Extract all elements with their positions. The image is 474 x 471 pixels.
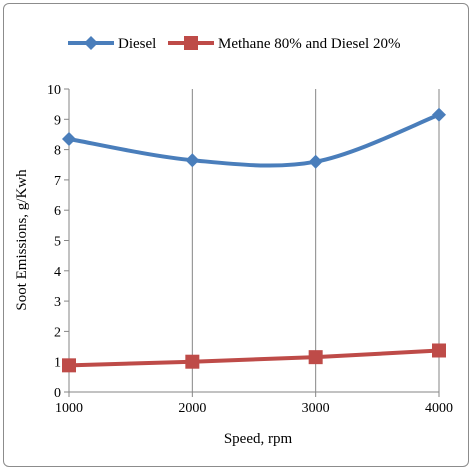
series-2-line — [68, 348, 440, 368]
y-tick-label-2: 2 — [54, 325, 61, 340]
y-tick-label-0: 0 — [54, 386, 61, 401]
series-1-line — [68, 112, 440, 168]
x-tick-label-3000: 3000 — [302, 401, 330, 416]
y-tick-labels: 0 1 2 3 4 5 6 7 8 9 10 — [47, 83, 61, 401]
chart-frame — [3, 3, 469, 467]
y-tick-label-6: 6 — [54, 204, 61, 219]
x-tick-label-2000: 2000 — [178, 401, 206, 416]
legend-item-2-label: Methane 80% and Diesel 20% — [218, 36, 400, 52]
y-tick-label-7: 7 — [54, 174, 61, 189]
y-axis-title: Soot Emissions, g/Kwh — [14, 169, 30, 311]
y-tick-label-1: 1 — [54, 356, 61, 371]
series-1-point-3000 — [308, 154, 323, 169]
series-2-point-1000 — [62, 358, 76, 373]
y-tick-label-9: 9 — [54, 113, 61, 128]
x-tick-label-4000: 4000 — [425, 401, 453, 416]
legend-item-2-marker — [184, 36, 198, 50]
legend: Diesel Methane 80% and Diesel 20% — [68, 36, 400, 52]
plot-grid — [191, 89, 440, 392]
series-2-point-3000 — [308, 350, 323, 365]
legend-item-1-label: Diesel — [118, 36, 156, 52]
y-tick-label-4: 4 — [54, 265, 61, 280]
plot-axes — [64, 88, 440, 397]
y-tick-label-3: 3 — [54, 295, 61, 310]
series-2-point-2000 — [185, 354, 200, 369]
x-tick-label-1000: 1000 — [55, 401, 83, 416]
plot-series — [62, 107, 446, 373]
series-1-point-1000 — [62, 131, 76, 146]
x-axis-title: Speed, rpm — [224, 431, 293, 447]
series-1-point-4000 — [432, 107, 446, 122]
series-1-point-2000 — [185, 153, 200, 168]
y-tick-label-10: 10 — [47, 83, 61, 98]
legend-item-1-marker — [84, 36, 98, 50]
x-tick-labels: 1000 2000 3000 4000 — [55, 401, 453, 416]
y-tick-label-8: 8 — [54, 144, 61, 159]
series-2-point-4000 — [432, 343, 446, 358]
y-tick-label-5: 5 — [54, 235, 61, 250]
